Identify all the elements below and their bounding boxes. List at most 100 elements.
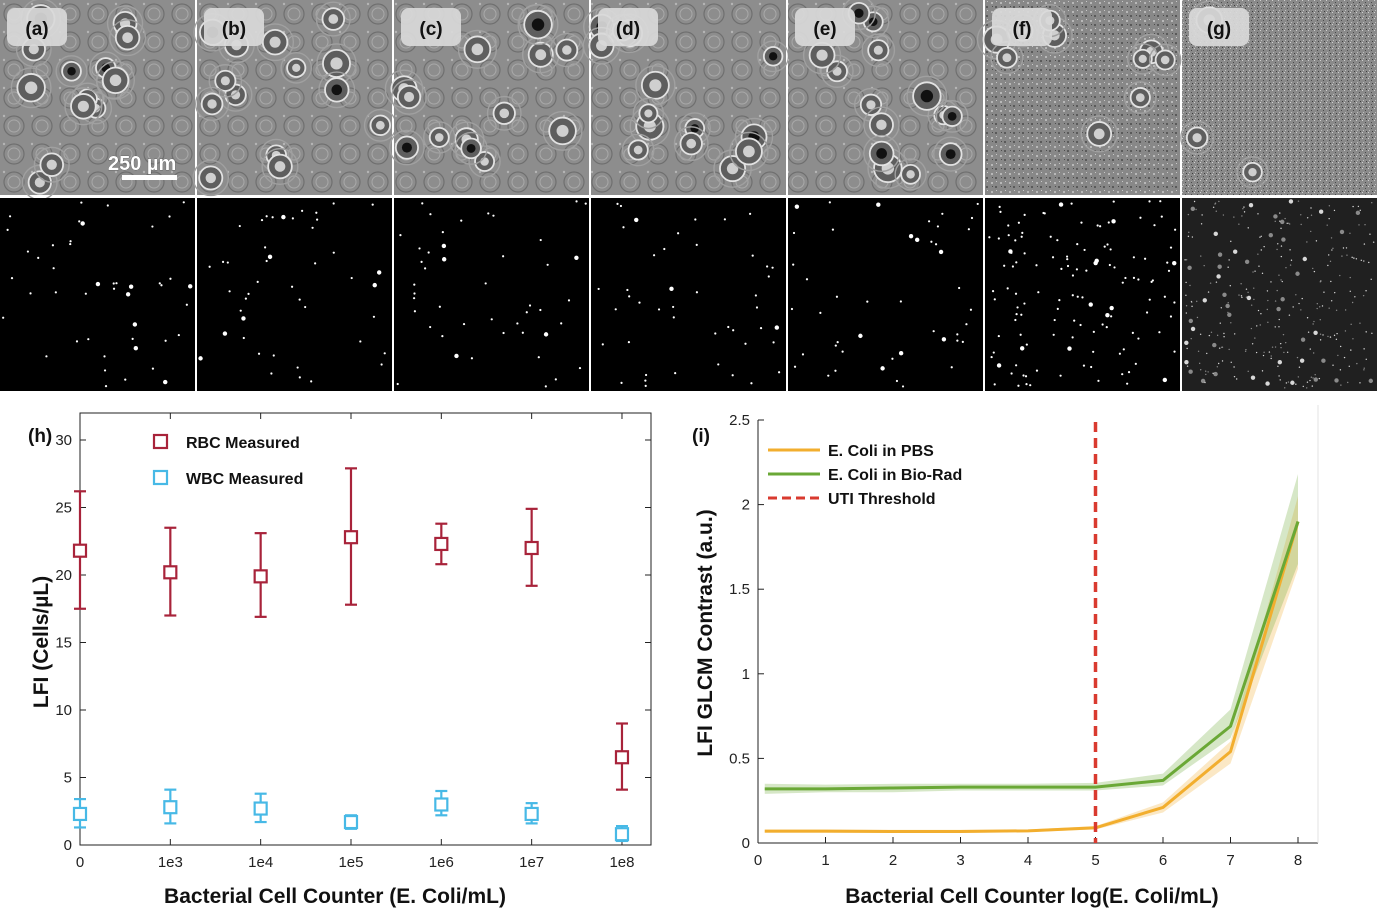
cell-dot xyxy=(1014,292,1018,295)
cell-dot xyxy=(164,339,167,342)
cell-dot xyxy=(1010,372,1013,375)
cell-dot xyxy=(1288,199,1294,204)
cell-dot xyxy=(69,242,72,246)
cell-dot xyxy=(1260,249,1262,251)
cell-dot xyxy=(1290,380,1295,385)
cell-dot xyxy=(1203,264,1205,267)
cell-dot xyxy=(1056,307,1059,310)
cell-dot xyxy=(1186,347,1188,350)
cell-dot xyxy=(298,376,301,379)
cell-dot xyxy=(1359,209,1361,212)
cell-dot xyxy=(52,267,55,270)
cell-dot xyxy=(1312,323,1314,325)
chart-h-point-wbc xyxy=(72,797,88,829)
cell-dot xyxy=(1297,376,1300,378)
cell-dot xyxy=(1169,315,1173,318)
cell-dot xyxy=(1314,374,1316,376)
cell-dot xyxy=(792,231,796,235)
cell-dot xyxy=(1319,333,1322,335)
cell-dot xyxy=(1288,223,1291,225)
cell-dot xyxy=(133,346,139,351)
cell-dot xyxy=(1195,208,1197,211)
cell-dot xyxy=(1083,248,1086,252)
cell-dot xyxy=(1336,332,1338,335)
cell-dot xyxy=(1333,209,1336,212)
cell-dot xyxy=(1257,253,1259,255)
cell-ring xyxy=(55,55,88,88)
cell-dot xyxy=(1372,241,1375,243)
cell-dot xyxy=(1190,326,1196,332)
cell-dot xyxy=(1335,309,1338,312)
cell-dot xyxy=(1137,337,1140,340)
cell-dot xyxy=(1286,351,1289,353)
cell-dot xyxy=(1007,234,1010,237)
cell-dot xyxy=(1270,357,1272,360)
cell-dot xyxy=(359,340,362,343)
cell-dot xyxy=(1238,294,1240,296)
cell-dot xyxy=(1029,384,1032,387)
cell-dot xyxy=(1349,276,1351,279)
cell-dot xyxy=(1023,213,1026,216)
cell-dot xyxy=(1159,200,1162,203)
chart-i-xtick-label: 1 xyxy=(821,852,829,869)
cell-ring xyxy=(454,131,488,165)
cell-dot xyxy=(677,232,680,235)
cell-dot xyxy=(1340,384,1342,386)
cell-ring xyxy=(21,164,58,201)
cell-dot xyxy=(1310,230,1312,233)
micrograph-label: (a) xyxy=(25,19,48,40)
cell-dot xyxy=(502,255,505,258)
cell-dot xyxy=(1097,379,1100,382)
cell-dot xyxy=(1127,371,1131,374)
cell-ring xyxy=(315,1,351,37)
cell-dot xyxy=(672,305,675,309)
lfi-image-7 xyxy=(1182,198,1377,391)
cell-dot xyxy=(969,308,973,311)
cell-ring xyxy=(549,32,585,68)
cell-dot xyxy=(1185,305,1188,307)
cell-dot xyxy=(267,254,273,260)
cell-dot xyxy=(528,304,532,307)
chart-i-xtick-label: 5 xyxy=(1091,852,1099,869)
cell-dot xyxy=(1076,295,1079,298)
cell-dot xyxy=(1106,243,1109,246)
cell-dot xyxy=(1066,264,1070,268)
cell-ring xyxy=(933,136,969,172)
cell-ring xyxy=(906,75,948,117)
cell-dot xyxy=(1370,278,1372,281)
cell-dot xyxy=(1190,301,1193,304)
cell-dot xyxy=(1143,257,1147,260)
cell-dot xyxy=(1105,313,1110,318)
cell-dot xyxy=(1185,294,1187,296)
cell-dot xyxy=(1158,331,1161,334)
cell-dot xyxy=(1302,385,1304,388)
cell-dot xyxy=(1274,326,1276,328)
cell-dot xyxy=(1368,378,1374,384)
cell-dot xyxy=(1201,214,1203,216)
cell-dot xyxy=(1295,271,1300,276)
cell-dot xyxy=(1328,205,1331,207)
chart-h-point-wbc xyxy=(614,824,630,843)
cell-dot xyxy=(695,243,698,246)
cell-dot xyxy=(1365,331,1367,333)
cell-dot xyxy=(1259,324,1261,326)
chart-h-ytick-label: 10 xyxy=(55,702,72,719)
chart-h-point-wbc xyxy=(163,788,178,825)
cell-dot xyxy=(1262,354,1265,357)
cell-dot xyxy=(1307,331,1310,333)
cell-dot xyxy=(1334,291,1336,294)
cell-dot xyxy=(1242,208,1244,210)
cell-dot xyxy=(1137,278,1140,281)
cell-dot xyxy=(1322,334,1324,336)
cell-dot xyxy=(1276,248,1278,251)
micrograph-tag-5: (e) xyxy=(795,8,855,46)
cell-dot xyxy=(1207,291,1210,293)
cell-dot xyxy=(265,215,268,218)
cell-ring xyxy=(391,79,427,115)
cell-dot xyxy=(1243,211,1246,213)
cell-dot xyxy=(1268,232,1273,238)
cell-dot xyxy=(956,333,959,336)
cell-dot xyxy=(544,385,547,388)
cell-dot xyxy=(1344,309,1347,311)
cell-dot xyxy=(1279,212,1281,214)
